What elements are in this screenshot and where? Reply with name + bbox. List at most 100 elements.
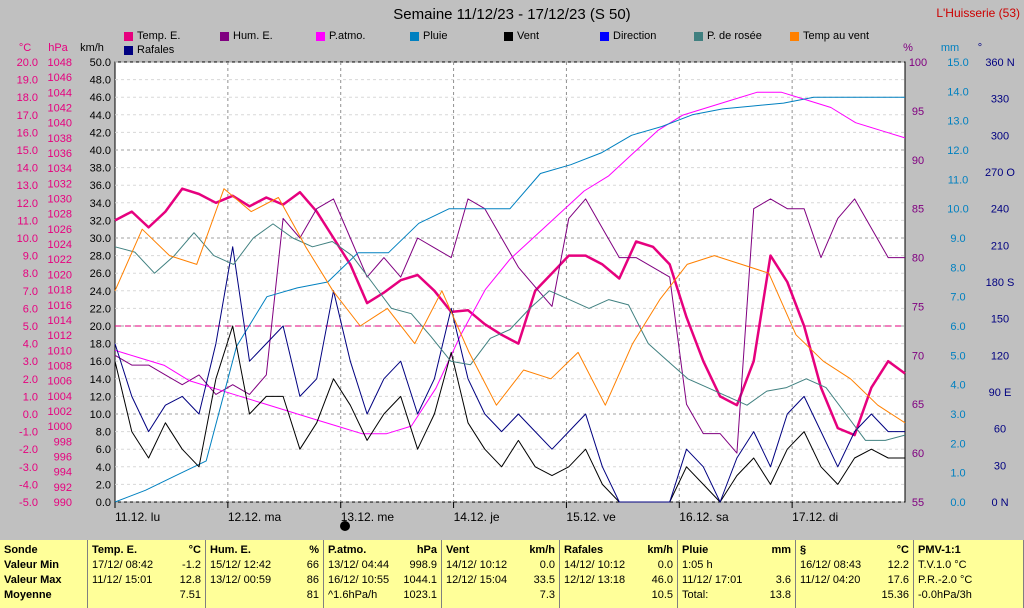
tick-label: 20.0: [90, 321, 111, 333]
stats-cell: ^1.6hPa/h: [328, 589, 378, 601]
tick-label: 1010: [48, 345, 72, 357]
stats-cell: 1:05 h: [682, 559, 713, 571]
stats-value: 12.2: [887, 559, 909, 571]
tick-label: 19.0: [17, 75, 38, 87]
legend-label: Temp. E.: [137, 30, 181, 42]
tick-label: 36.0: [90, 180, 111, 192]
legend-wind: Vent: [504, 30, 539, 42]
legend-label: Temp au vent: [803, 30, 870, 42]
stats-cell: Pluie: [682, 544, 709, 556]
tick-label: 9.0: [950, 233, 965, 245]
tick-label: 5.0: [23, 321, 38, 333]
tick-label: 1044: [48, 87, 72, 99]
tick-label: 1012: [48, 330, 72, 342]
legend-label: Direction: [613, 30, 657, 42]
tick-label: 1018: [48, 285, 72, 297]
legend-direction: Direction: [600, 30, 656, 42]
x-tick-label: 11.12. lu: [115, 510, 160, 524]
tick-label: 1020: [48, 269, 72, 281]
stats-value: 86: [306, 574, 319, 586]
stats-cell: 16/12/ 10:55: [328, 574, 390, 586]
stats-value: °C: [896, 544, 909, 556]
tick-label: 12.0: [17, 198, 38, 210]
stats-value: 17.6: [887, 574, 909, 586]
stats-max-label: Valeur Max: [4, 574, 62, 586]
stats-row: 13/12/ 00:59 86: [210, 573, 319, 588]
stats-cell: T.V.1.0 °C: [918, 559, 967, 571]
legend-swatch: [124, 31, 133, 41]
stats-row: 15/12/ 12:42 66: [210, 558, 319, 573]
axis-units: °C hPa km/h% mm °: [19, 42, 982, 54]
tick-label: 0.0: [23, 409, 38, 421]
tick-label: 998: [54, 436, 72, 448]
series-line: [114, 187, 906, 437]
tick-label: 44.0: [90, 110, 111, 122]
legend-pressure: P.atmo.: [316, 30, 366, 42]
stats-value: mm: [771, 544, 791, 556]
tick-label: 1030: [48, 194, 72, 206]
stats-cell: 15/12/ 12:42: [210, 559, 272, 571]
tick-label: 6.0: [96, 444, 111, 456]
stats-row: 11/12/ 17:01 3.6: [682, 573, 791, 588]
chart-title: Semaine 11/12/23 - 17/12/23 (S 50): [393, 6, 631, 23]
tick-label: 85: [912, 204, 924, 216]
legend-swatch: [790, 31, 799, 41]
stats-value: 15.36: [881, 589, 909, 601]
stats-cell: Hum. E.: [210, 544, 251, 556]
stats-cell: 14/12/ 10:12: [564, 559, 626, 571]
stats-row: 11/12/ 04:20 17.6: [800, 573, 909, 588]
tick-label: 13.0: [17, 180, 38, 192]
station-name: L'Huisserie (53): [936, 6, 1020, 20]
tick-label: 1014: [48, 315, 72, 327]
stats-value: 3.6: [775, 574, 791, 586]
legend-humidity: Hum. E.: [220, 30, 273, 42]
tick-label: 1000: [48, 421, 72, 433]
series-line: [114, 198, 905, 454]
stats-row: 14/12/ 10:12 0.0: [564, 558, 673, 573]
stats-column: Hum. E.% 15/12/ 12:42 66 13/12/ 00:59 86 81: [206, 540, 324, 608]
tick-label: 12.0: [90, 391, 111, 403]
stats-row: ^1.6hPa/h 1023.1: [328, 588, 437, 603]
tick-label: 1034: [48, 163, 72, 175]
tick-label: 18.0: [90, 339, 111, 351]
stats-value: hPa: [416, 544, 437, 556]
stats-column: PMV-1:1 T.V.1.0 °C P.R.-2.0 °C -0.0hPa/3h: [914, 540, 1024, 608]
x-tick-label: 16.12. sa: [679, 510, 729, 524]
tick-label: 7.0: [23, 286, 38, 298]
tick-label: 34.0: [90, 198, 111, 210]
stats-row: P.atmo. hPa: [328, 543, 437, 558]
legend-label: Vent: [517, 30, 540, 42]
tick-label: 1004: [48, 391, 72, 403]
tick-label: 210: [991, 240, 1009, 252]
tick-label: 240: [991, 204, 1009, 216]
tick-label: 5.0: [950, 350, 965, 362]
legend-swatch: [316, 31, 325, 41]
stats-value: 46.0: [651, 574, 673, 586]
stats-value: 7.3: [539, 589, 555, 601]
stats-row: 7.3: [446, 588, 555, 603]
stats-value: 33.5: [533, 574, 555, 586]
stats-row: 16/12/ 10:55 1044.1: [328, 573, 437, 588]
tick-label: 2.0: [96, 479, 111, 491]
legend-swatch: [220, 31, 229, 41]
tick-label: 120: [991, 350, 1009, 362]
stats-column: Temp. E. °C 17/12/ 08:42 -1.2 11/12/ 15:01 12…: [88, 540, 206, 608]
tick-label: 24.0: [90, 286, 111, 298]
tick-label: 14.0: [90, 374, 111, 386]
series-line: [114, 246, 905, 503]
tick-label: 8.0: [23, 268, 38, 280]
tick-label: 30: [994, 460, 1006, 472]
stats-value: °C: [188, 544, 201, 556]
stats-cell: 12/12/ 15:04: [446, 574, 508, 586]
tick-label: 330: [991, 94, 1009, 106]
plot-background: [114, 61, 906, 503]
stats-row: Hum. E.%: [210, 543, 319, 558]
tick-label: 996: [54, 451, 72, 463]
stats-row: P.R.-2.0 °C: [918, 573, 1019, 588]
stats-row: 15.36: [800, 588, 909, 603]
stats-column: Pluie mm 1:05 h 11/12/ 17:01 3.6 Total: 13.8: [678, 540, 796, 608]
tick-label: 80: [912, 253, 924, 265]
tick-label: 90: [912, 155, 924, 167]
stats-value: 7.51: [179, 589, 201, 601]
stats-row: 16/12/ 08:43 12.2: [800, 558, 909, 573]
